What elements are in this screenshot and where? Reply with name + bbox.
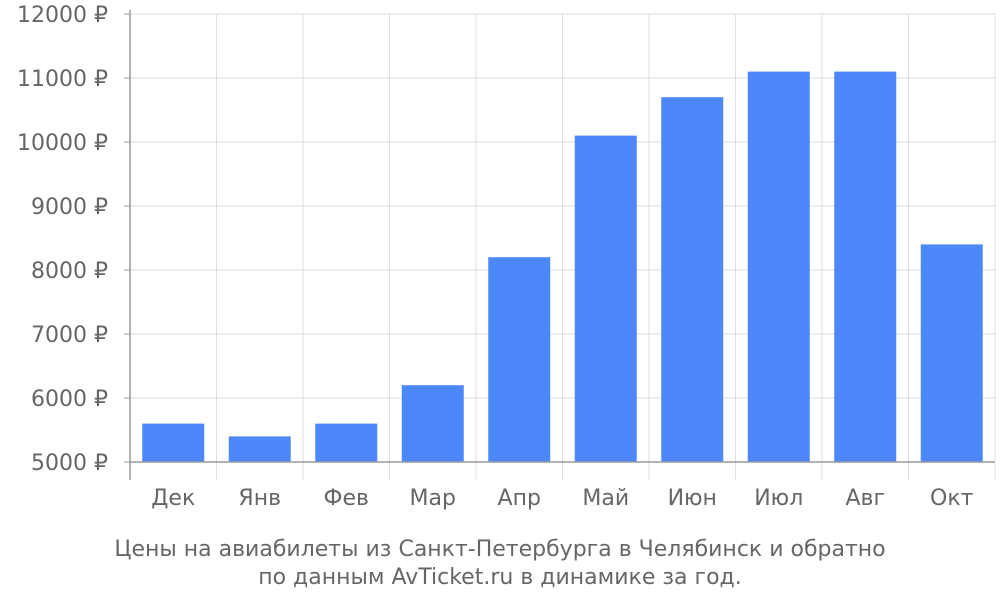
bars [142, 71, 983, 462]
bar [401, 385, 464, 462]
bar [920, 244, 983, 462]
x-tick-label: Апр [498, 486, 541, 511]
bar [315, 423, 378, 462]
bar [661, 97, 724, 462]
bar [142, 423, 205, 462]
y-tick-label: 5000 ₽ [31, 451, 108, 476]
bar [488, 257, 551, 462]
y-tick-label: 11000 ₽ [17, 67, 108, 92]
x-tick-label: Дек [151, 486, 195, 511]
bar [834, 71, 897, 462]
x-tick-label: Май [582, 486, 629, 511]
y-tick-label: 7000 ₽ [31, 323, 108, 348]
bar [747, 71, 810, 462]
caption: Цены на авиабилеты из Санкт-Петербурга в… [114, 537, 885, 590]
y-tick-labels: 5000 ₽ 6000 ₽ 7000 ₽ 8000 ₽ 9000 ₽ 10000 ₽ 110… [17, 3, 108, 476]
grid [129, 13, 996, 463]
x-tick-labels: Дек Янв Фев Мар Апр Май Июн Июл Авг Окт [151, 486, 973, 511]
x-tick-label: Фев [324, 486, 369, 511]
caption-line-1: Цены на авиабилеты из Санкт-Петербурга в… [114, 537, 885, 562]
x-tick-label: Июл [754, 486, 803, 511]
y-tick-label: 12000 ₽ [17, 3, 108, 28]
bar [228, 436, 291, 462]
x-tick-label: Июн [668, 486, 717, 511]
x-tick-label: Авг [845, 486, 885, 511]
y-tick-label: 10000 ₽ [17, 131, 108, 156]
y-tick-label: 6000 ₽ [31, 387, 108, 412]
caption-line-2: по данным AvTicket.ru в динамике за год. [258, 565, 742, 590]
x-tick-label: Окт [930, 486, 974, 511]
y-tick-label: 8000 ₽ [31, 259, 108, 284]
y-tick-label: 9000 ₽ [31, 195, 108, 220]
bar [574, 135, 637, 462]
axes [124, 10, 996, 480]
x-tick-label: Янв [238, 486, 281, 511]
x-tick-label: Мар [410, 486, 456, 511]
